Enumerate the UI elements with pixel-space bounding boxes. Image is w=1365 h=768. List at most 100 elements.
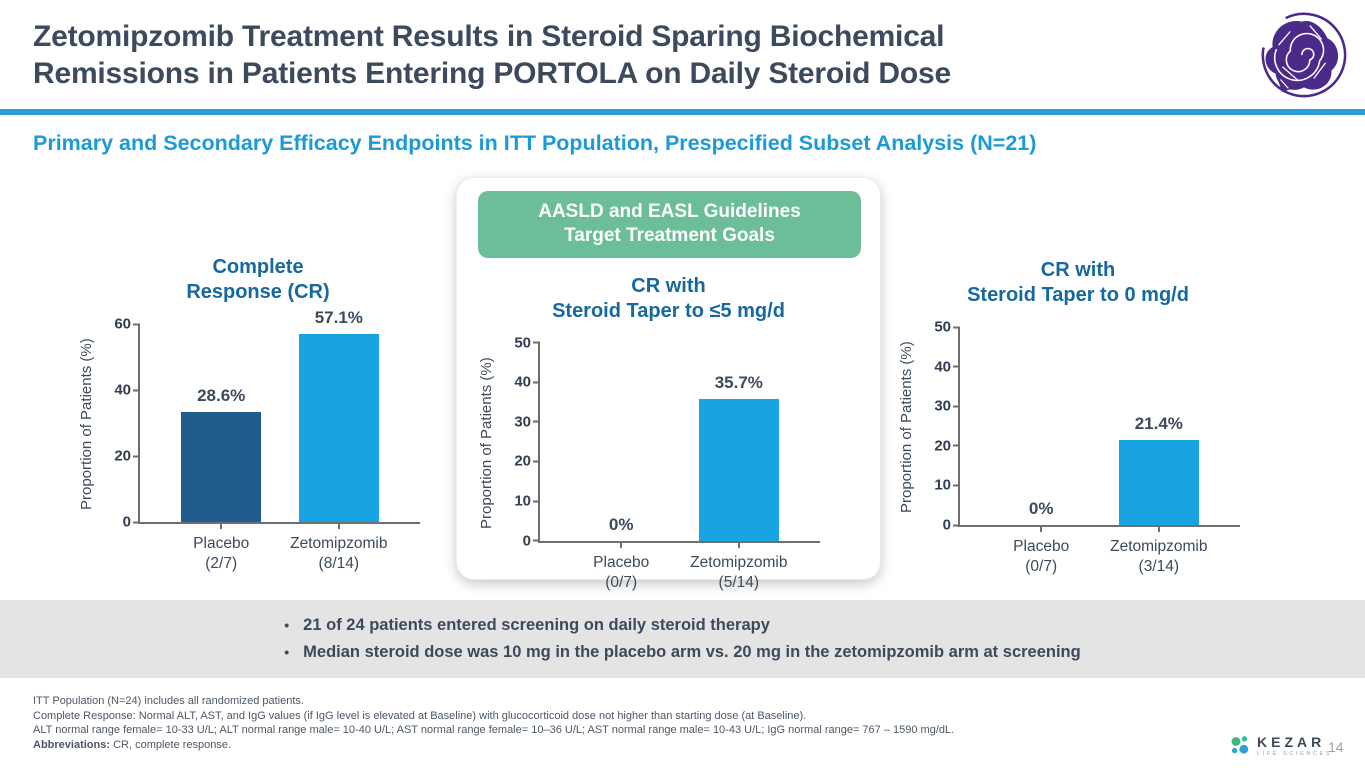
y-tick-mark (953, 524, 960, 526)
y-tick-label: 20 (514, 452, 531, 470)
y-tick-label: 20 (114, 447, 131, 465)
guidelines-card: AASLD and EASL Guidelines Target Treatme… (456, 177, 881, 591)
bar-zetomipzomib (298, 333, 379, 522)
chart-cr-taper-0mg: CR with Steroid Taper to 0 mg/d Proporti… (898, 258, 1258, 575)
y-tick-label: 0 (942, 516, 951, 534)
footnote-line: Abbreviations: CR, complete response. (33, 738, 954, 753)
y-tick-10: 10 (927, 477, 960, 494)
y-tick-40: 40 (507, 374, 540, 391)
footnote-line: Complete Response: Normal ALT, AST, and … (33, 709, 807, 722)
y-tick-20: 20 (927, 437, 960, 454)
y-tick-label: 40 (514, 373, 531, 391)
bar-value-label: 28.6% (197, 386, 246, 406)
footnote-line: ITT Population (N=24) includes all rando… (33, 695, 304, 707)
plot-area: 0 10 20 30 40 50 0% Placebo (0/7) 21.4% Zetomipzo… (934, 319, 1240, 575)
chart-title: CR with Steroid Taper to ≤5 mg/d (552, 274, 785, 322)
y-tick-mark (953, 484, 960, 487)
x-category-label: Placebo (2/7) (193, 535, 250, 573)
slide-subtitle: Primary and Secondary Efficacy Endpoints… (33, 131, 1037, 155)
y-tick-label: 30 (514, 413, 531, 431)
y-tick-30: 30 (507, 413, 540, 430)
y-tick-mark (533, 341, 540, 344)
bullet-icon: • (284, 644, 290, 660)
footnotes: ITT Population (N=24) includes all rando… (33, 694, 954, 752)
kezar-company-name: KEZAR (1257, 734, 1326, 750)
y-tick-label: 10 (934, 476, 951, 494)
y-tick-mark (533, 460, 540, 463)
bar-value-label: 57.1% (314, 307, 363, 327)
y-tick-20: 20 (507, 453, 540, 470)
y-tick-50: 50 (507, 334, 540, 351)
y-tick-40: 40 (107, 382, 140, 399)
portola-rose-logo-icon (1261, 12, 1347, 98)
chart-title: Complete Response (CR) (186, 256, 330, 303)
kezar-dots-icon (1231, 736, 1249, 754)
guidelines-banner: AASLD and EASL Guidelines Target Treatme… (478, 191, 861, 258)
y-tick-10: 10 (507, 493, 540, 510)
y-axis-label: Proportion of Patients (%) (78, 338, 95, 510)
y-tick-mark (953, 444, 960, 447)
y-tick-mark (533, 500, 540, 503)
kezar-logo: KEZAR LIFE SCIENCES (1230, 735, 1332, 757)
x-tick-mark (620, 540, 623, 548)
y-tick-label: 50 (934, 318, 951, 336)
y-tick-mark (953, 326, 960, 328)
chart-title: CR with Steroid Taper to 0 mg/d (967, 259, 1189, 306)
takeaway-item: • Median steroid dose was 10 mg in the p… (284, 639, 1080, 666)
header-divider (0, 109, 1365, 115)
takeaway-list: • 21 of 24 patients entered screening on… (284, 612, 1080, 666)
x-tick-mark (337, 522, 340, 529)
y-tick-label: 0 (522, 532, 531, 550)
takeaway-band: • 21 of 24 patients entered screening on… (0, 600, 1365, 678)
y-axis-label: Proportion of Patients (%) (478, 356, 495, 529)
y-tick-mark (133, 323, 140, 325)
bar-zetomipzomib (1118, 440, 1199, 525)
abbreviations-text: CR, complete response. (110, 738, 232, 751)
y-tick-60: 60 (107, 316, 140, 333)
y-tick-0: 0 (507, 532, 540, 549)
bar-value-label: 35.7% (714, 373, 763, 393)
footnote-line: ALT normal range female= 10-33 U/L; ALT … (33, 724, 955, 737)
y-tick-label: 20 (934, 437, 951, 455)
y-tick-30: 30 (927, 398, 960, 415)
y-tick-label: 30 (934, 397, 951, 415)
x-category-label: Zetomipzomib (8/14) (290, 535, 388, 573)
x-category-label: Placebo (0/7) (1013, 538, 1070, 576)
y-tick-mark (533, 420, 540, 423)
bar-zetomipzomib (698, 399, 779, 541)
y-tick-mark (533, 539, 540, 542)
y-tick-label: 0 (122, 513, 131, 531)
kezar-company-subtitle: LIFE SCIENCES (1257, 751, 1333, 757)
plot-area: 0 20 40 60 28.6% Placebo (2/7) 57.1% Zetomipzom… (114, 308, 420, 572)
bar-value-label: 0% (1028, 499, 1054, 518)
y-tick-label: 40 (934, 358, 951, 376)
chart-complete-response: Complete Response (CR) Proportion of Pat… (78, 255, 438, 572)
y-tick-label: 50 (514, 334, 531, 352)
bar-value-label: 21.4% (1134, 414, 1183, 434)
y-tick-mark (133, 389, 140, 392)
y-tick-50: 50 (927, 319, 960, 336)
x-category-label: Zetomipzomib (5/14) (690, 553, 788, 591)
x-category-label: Placebo (0/7) (593, 553, 650, 591)
plot-area: 0 10 20 30 40 50 0% Placebo (0/7) 35.7% Zetomipzo… (514, 334, 820, 591)
y-tick-mark (533, 381, 540, 384)
takeaway-text: Median steroid dose was 10 mg in the pla… (303, 643, 1081, 661)
y-tick-label: 60 (114, 315, 131, 333)
bullet-icon: • (284, 616, 290, 633)
x-tick-mark (1157, 525, 1160, 532)
y-tick-mark (953, 405, 960, 408)
y-tick-mark (133, 521, 140, 523)
x-tick-mark (737, 540, 740, 548)
bar-placebo (181, 412, 262, 522)
chart-cr-taper-5mg: CR with Steroid Taper to ≤5 mg/d Proport… (478, 274, 859, 591)
y-tick-label: 40 (114, 381, 131, 399)
y-tick-mark (133, 455, 140, 458)
y-tick-0: 0 (107, 514, 140, 531)
x-tick-mark (1040, 525, 1043, 532)
abbreviations-label: Abbreviations: (33, 738, 111, 751)
bar-value-label: 0% (608, 514, 634, 534)
x-category-label: Zetomipzomib (3/14) (1110, 538, 1208, 576)
x-tick-mark (220, 522, 223, 529)
y-tick-mark (953, 365, 960, 368)
